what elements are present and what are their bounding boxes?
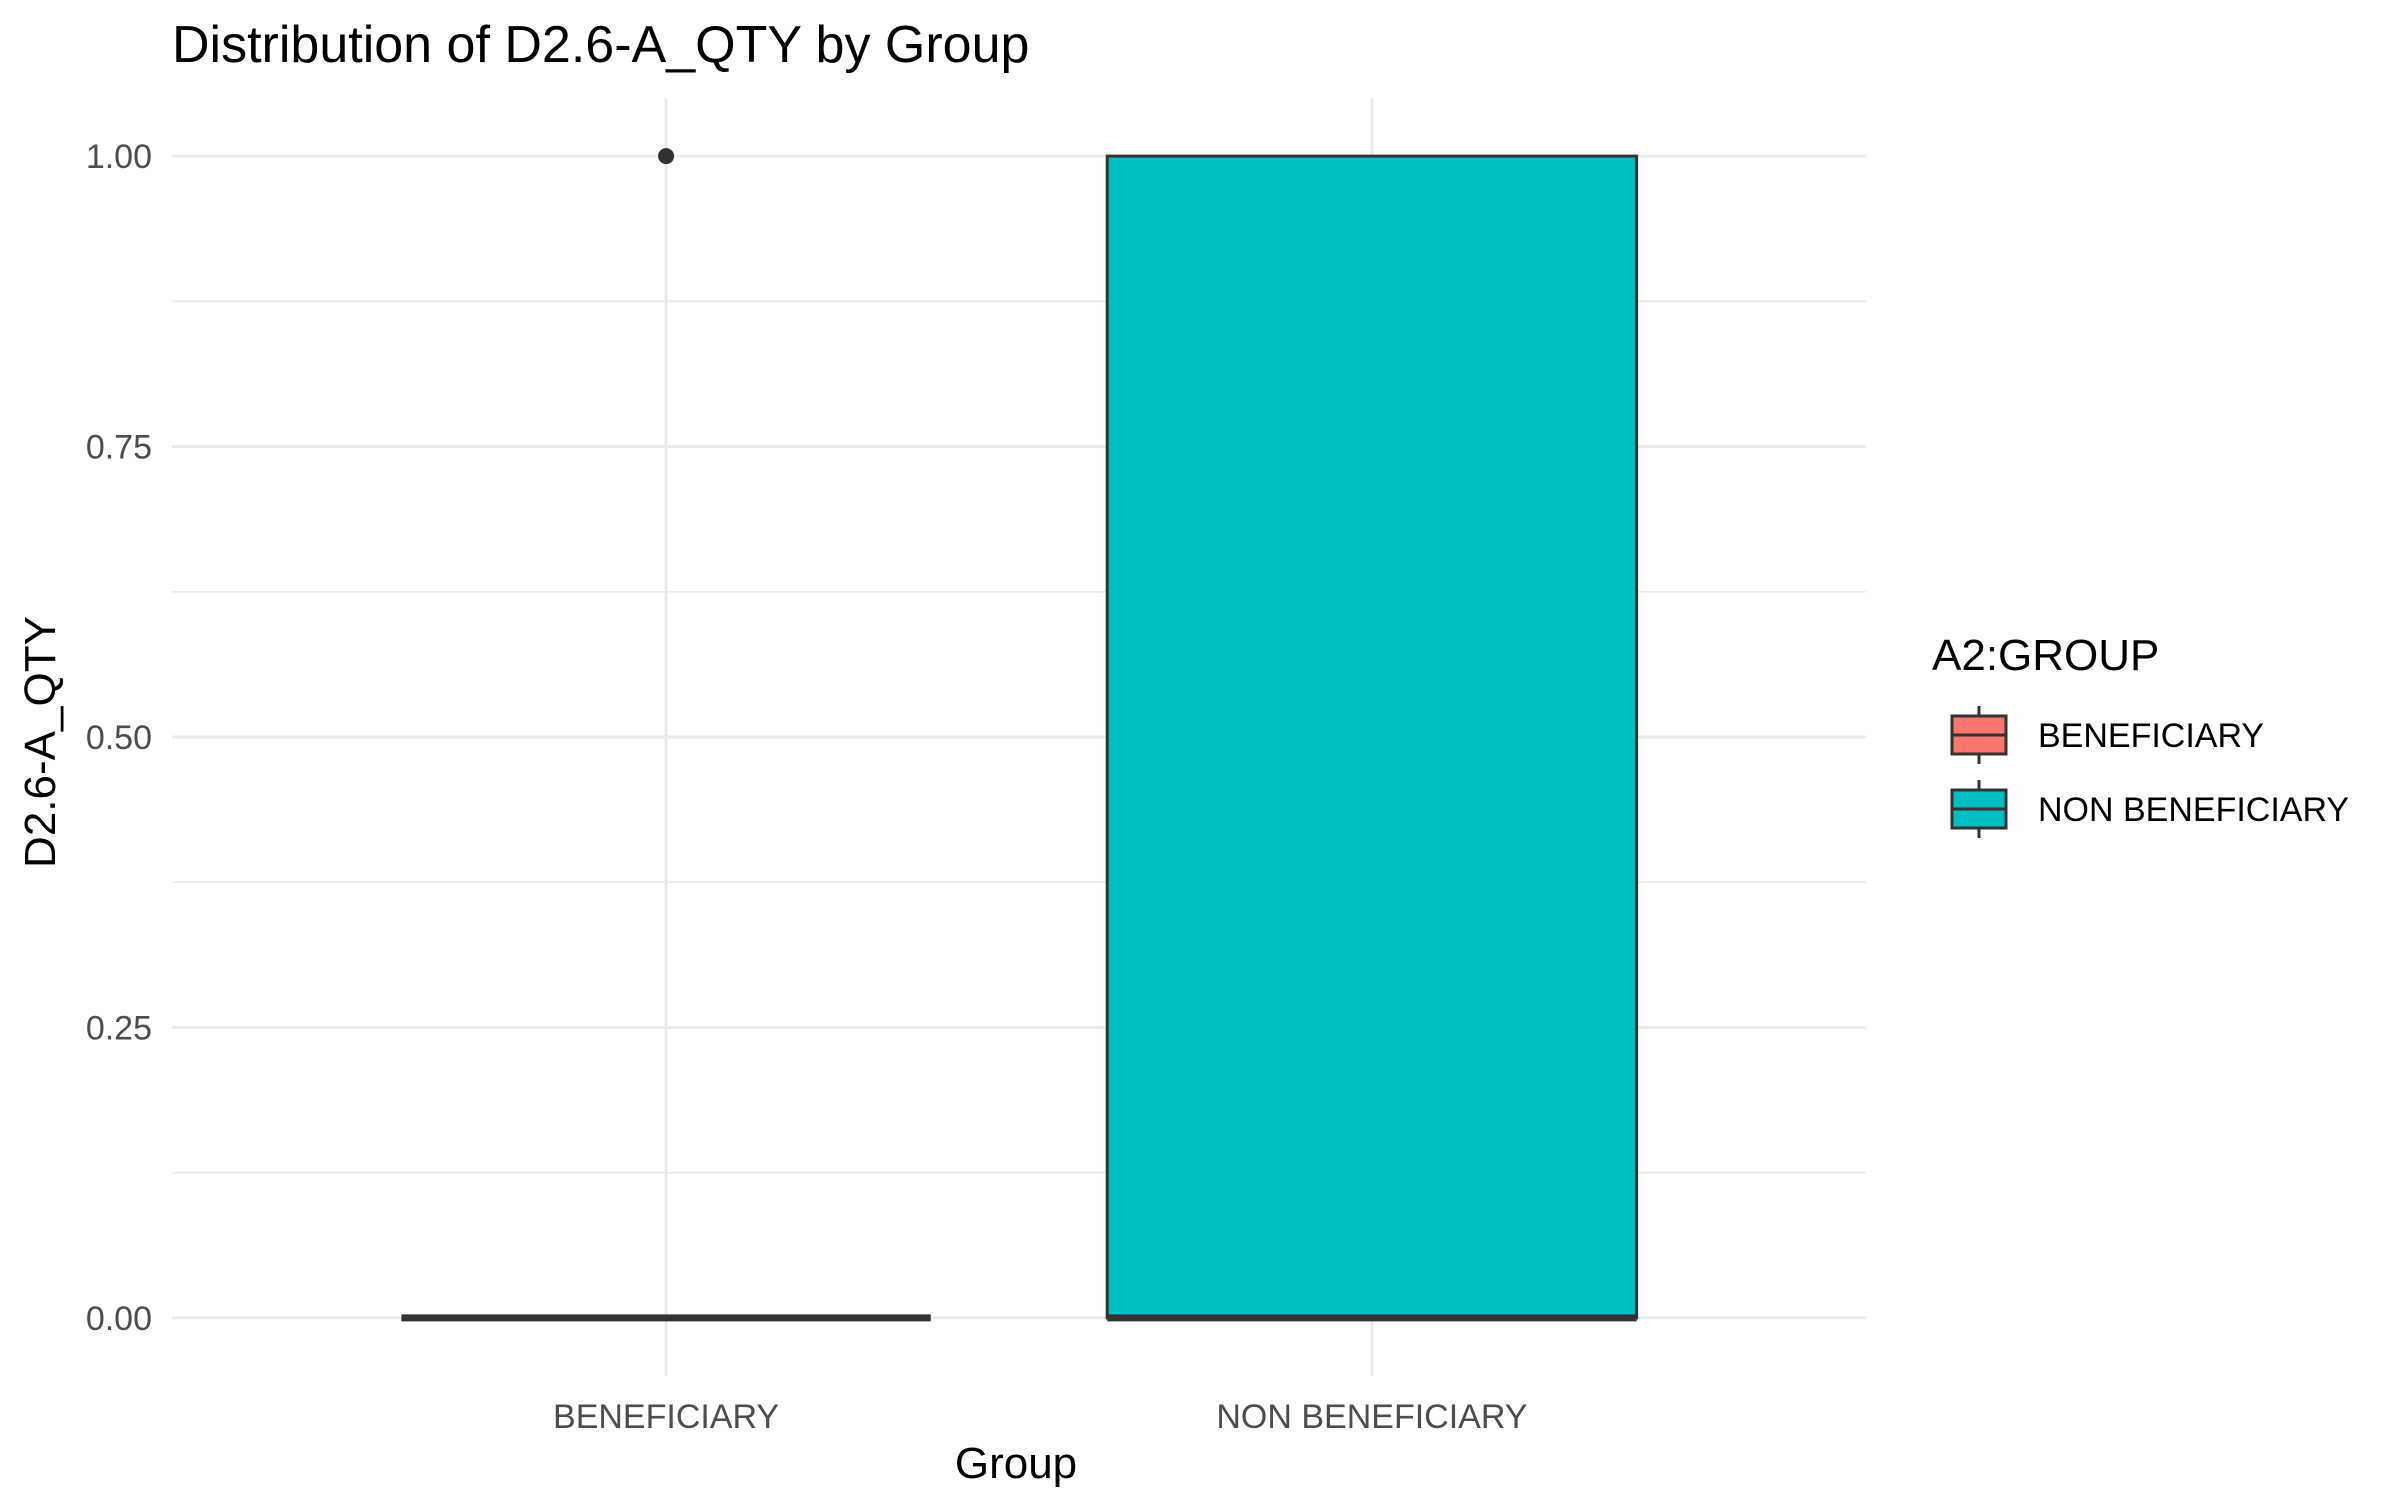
y-tick-label: 1.00 (86, 138, 152, 176)
boxes (401, 148, 1639, 1322)
y-axis-title: D2.6-A_QTY (16, 616, 65, 868)
y-tick-label: 0.75 (86, 429, 152, 467)
legend-title: A2:GROUP (1932, 631, 2159, 680)
y-tick-label: 0.00 (86, 1300, 152, 1338)
y-tick-label: 0.25 (86, 1009, 152, 1047)
y-tick-label: 0.50 (86, 719, 152, 757)
legend-label: BENEFICIARY (2038, 717, 2264, 755)
box-rect (1105, 154, 1639, 1320)
legend-item: BENEFICIARY (1950, 706, 2264, 764)
box-non-beneficiary (1105, 154, 1639, 1322)
x-axis-ticks: BENEFICIARY NON BENEFICIARY (553, 1398, 1527, 1436)
legend-item: NON BENEFICIARY (1950, 780, 2349, 838)
box-beneficiary (401, 148, 931, 1322)
legend: A2:GROUP BENEFICIARY NON BENEFICIARY (1932, 631, 2349, 838)
outlier-point (658, 148, 675, 165)
y-axis-ticks: 0.00 0.25 0.50 0.75 1.00 (86, 138, 152, 1338)
legend-label: NON BENEFICIARY (2038, 791, 2349, 829)
x-tick-label: NON BENEFICIARY (1216, 1398, 1527, 1436)
chart-title: Distribution of D2.6-A_QTY by Group (172, 16, 1029, 74)
x-axis-title: Group (955, 1439, 1077, 1488)
x-tick-label: BENEFICIARY (553, 1398, 779, 1436)
